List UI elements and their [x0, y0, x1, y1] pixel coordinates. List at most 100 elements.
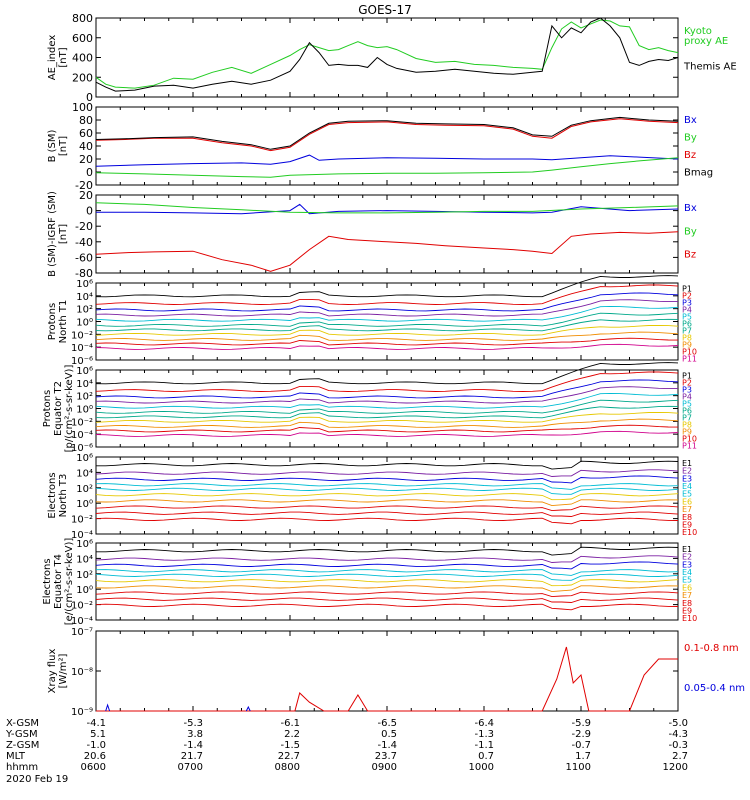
pe-channel-p6 — [95, 399, 679, 414]
x-axis-value: -0.7 — [571, 740, 591, 751]
x-axis-value: 0.7 — [478, 751, 494, 762]
en-ylabel: North T3 — [58, 474, 69, 518]
xray-short-series — [245, 705, 251, 712]
pe-channel-p9 — [95, 418, 679, 428]
x-axis-value: 22.7 — [278, 751, 300, 762]
bd-legend-entry: Bx — [684, 203, 697, 214]
x-axis-value: -4.1 — [86, 718, 106, 729]
en-legend-entry: E3 — [682, 474, 692, 483]
en-y-tick-label: 10⁴ — [76, 468, 93, 479]
ae-frame — [95, 17, 679, 98]
pe-y-tick-label: 10⁻⁴ — [71, 430, 93, 441]
ee-legend-entry: E8 — [682, 599, 692, 608]
x-axis-row-label: hhmm — [6, 762, 38, 773]
pn-legend-entry: P11 — [682, 355, 697, 364]
pn-y-tick-label: 10⁴ — [76, 292, 93, 303]
ee-channel-e8 — [95, 591, 679, 598]
x-axis-value: -1.3 — [474, 729, 494, 740]
pe-y-tick-label: 10⁴ — [76, 379, 93, 390]
pe-legend-entry: P2 — [682, 379, 692, 388]
x-axis-value: 0900 — [372, 762, 397, 773]
pe-ylabel: [p/(cm²-s-sr-keV)] — [64, 365, 75, 453]
pe-channel-p4 — [95, 386, 679, 404]
pe-ylabel: Equator T2 — [53, 381, 64, 436]
bd-y-tick-label: 20 — [79, 189, 93, 202]
ee-legend-entry: E10 — [682, 614, 697, 623]
pe-legend-entry: P5 — [682, 400, 692, 409]
ee-channel-e5 — [95, 573, 679, 581]
xr-ylabel: Xray flux — [47, 649, 58, 694]
x-axis-row-label: X-GSM — [6, 718, 39, 729]
bd-y-tick-label: -80 — [75, 267, 93, 280]
x-axis-value: -5.9 — [571, 718, 591, 729]
x-axis-value: 5.1 — [90, 729, 106, 740]
en-y-tick-label: 10⁻⁴ — [71, 530, 93, 541]
ee-channel-e7 — [95, 585, 679, 593]
pn-channel-p10 — [95, 337, 679, 346]
en-legend-entry: E7 — [682, 505, 692, 514]
x-axis-value: 0600 — [81, 762, 106, 773]
x-axis-value: 2.7 — [672, 751, 688, 762]
x-axis-row-label: Y-GSM — [5, 729, 38, 740]
pn-channel-p5 — [95, 305, 679, 322]
b-y-tick-label: 60 — [79, 127, 93, 140]
x-axis-value: -0.3 — [668, 740, 688, 751]
x-axis-value: 2.2 — [284, 729, 300, 740]
x-axis-value: 20.6 — [84, 751, 106, 762]
pn-legend-entry: P4 — [682, 306, 692, 315]
x-axis-value: 1000 — [469, 762, 494, 773]
x-axis-value: 0800 — [275, 762, 300, 773]
ae-y-tick-label: 800 — [72, 12, 93, 25]
pn-legend-entry: P5 — [682, 313, 692, 322]
pn-channel-p7 — [95, 318, 679, 332]
pn-frame — [95, 282, 679, 361]
en-channel-e10 — [95, 517, 679, 525]
x-axis-value: 1100 — [566, 762, 591, 773]
bd-legend-entry: By — [684, 226, 697, 237]
ee-y-tick-label: 10² — [76, 570, 93, 581]
b-legend-entry: Bmag — [684, 168, 713, 179]
bd-series-by — [95, 202, 679, 214]
en-legend-entry: E9 — [682, 520, 692, 529]
ee-channel-e10 — [95, 603, 679, 611]
pe-channel-p11 — [95, 430, 679, 437]
pe-channel-p8 — [95, 411, 679, 423]
date-label: 2020 Feb 19 — [6, 774, 68, 785]
bd-y-tick-label: -40 — [75, 236, 93, 249]
ee-y-tick-label: 10⁻⁴ — [71, 616, 93, 627]
pn-y-tick-label: 10⁻² — [71, 330, 93, 341]
b-y-tick-label: 20 — [79, 153, 93, 166]
en-legend-entry: E10 — [682, 528, 697, 537]
ee-legend-entry: E2 — [682, 553, 692, 562]
en-legend-entry: E4 — [682, 482, 692, 491]
ee-legend-entry: E6 — [682, 583, 692, 592]
pe-ylabel: Protons — [42, 390, 53, 427]
xr-y-tick-label: 10⁻⁹ — [71, 707, 93, 718]
ae-ylabel: AE_index — [47, 35, 58, 81]
pe-channel-p5 — [95, 392, 679, 409]
ee-legend-entry: E5 — [682, 576, 692, 585]
xr-frame — [95, 630, 679, 712]
pe-legend-entry: P6 — [682, 407, 692, 416]
x-axis-value: -6.5 — [377, 718, 397, 729]
x-axis-value: 1.7 — [575, 751, 591, 762]
x-axis-value: -1.0 — [86, 740, 106, 751]
ee-legend-entry: E7 — [682, 591, 692, 600]
pn-channel-p11 — [95, 343, 679, 350]
ae-y-tick-label: 0 — [86, 91, 93, 104]
pn-legend-entry: P6 — [682, 320, 692, 329]
x-axis-value: -1.4 — [377, 740, 397, 751]
ee-channel-e6 — [95, 579, 679, 587]
bd-series-bz — [95, 231, 679, 272]
pn-legend-entry: P7 — [682, 327, 692, 336]
x-axis-value: -1.1 — [474, 740, 494, 751]
ee-y-tick-label: 10⁻² — [71, 601, 93, 612]
pn-legend-entry: P2 — [682, 292, 692, 301]
ee-y-tick-label: 10⁰ — [76, 585, 93, 596]
bd-y-tick-label: 0 — [86, 205, 93, 218]
en-channel-e9 — [95, 511, 679, 517]
pe-channel-p2 — [95, 371, 679, 392]
ae-ylabel: [nT] — [58, 47, 69, 67]
en-legend-entry: E6 — [682, 497, 692, 506]
b-legend-entry: By — [684, 133, 697, 144]
